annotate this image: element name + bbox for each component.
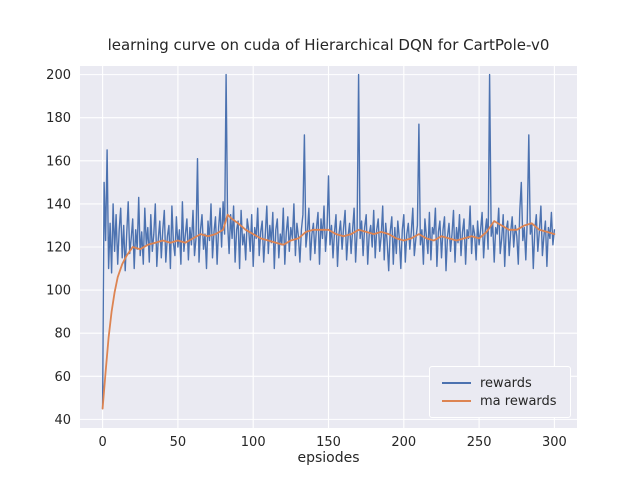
svg-text:250: 250 [467,435,492,450]
ma-rewards-line-swatch [442,400,471,402]
svg-text:200: 200 [391,435,416,450]
svg-text:140: 140 [46,197,71,212]
rewards-line-swatch [442,382,471,384]
svg-text:80: 80 [54,327,71,342]
svg-text:200: 200 [46,68,71,83]
svg-text:300: 300 [542,435,567,450]
legend: rewards ma rewards [429,366,571,418]
svg-text:120: 120 [46,241,71,256]
svg-text:100: 100 [241,435,266,450]
legend-label-ma-rewards: ma rewards [480,393,557,409]
svg-text:40: 40 [54,413,71,428]
svg-text:100: 100 [46,284,71,299]
legend-entry-rewards: rewards [430,377,570,390]
svg-text:60: 60 [54,370,71,385]
svg-text:0: 0 [98,435,106,450]
svg-text:50: 50 [170,435,187,450]
x-axis-label: epsiodes [297,450,360,466]
legend-entry-ma-rewards: ma rewards [430,395,570,408]
legend-label-rewards: rewards [480,375,532,391]
svg-text:150: 150 [316,435,341,450]
svg-text:180: 180 [46,111,71,126]
svg-text:160: 160 [46,154,71,169]
chart-title: learning curve on cuda of Hierarchical D… [107,36,550,54]
